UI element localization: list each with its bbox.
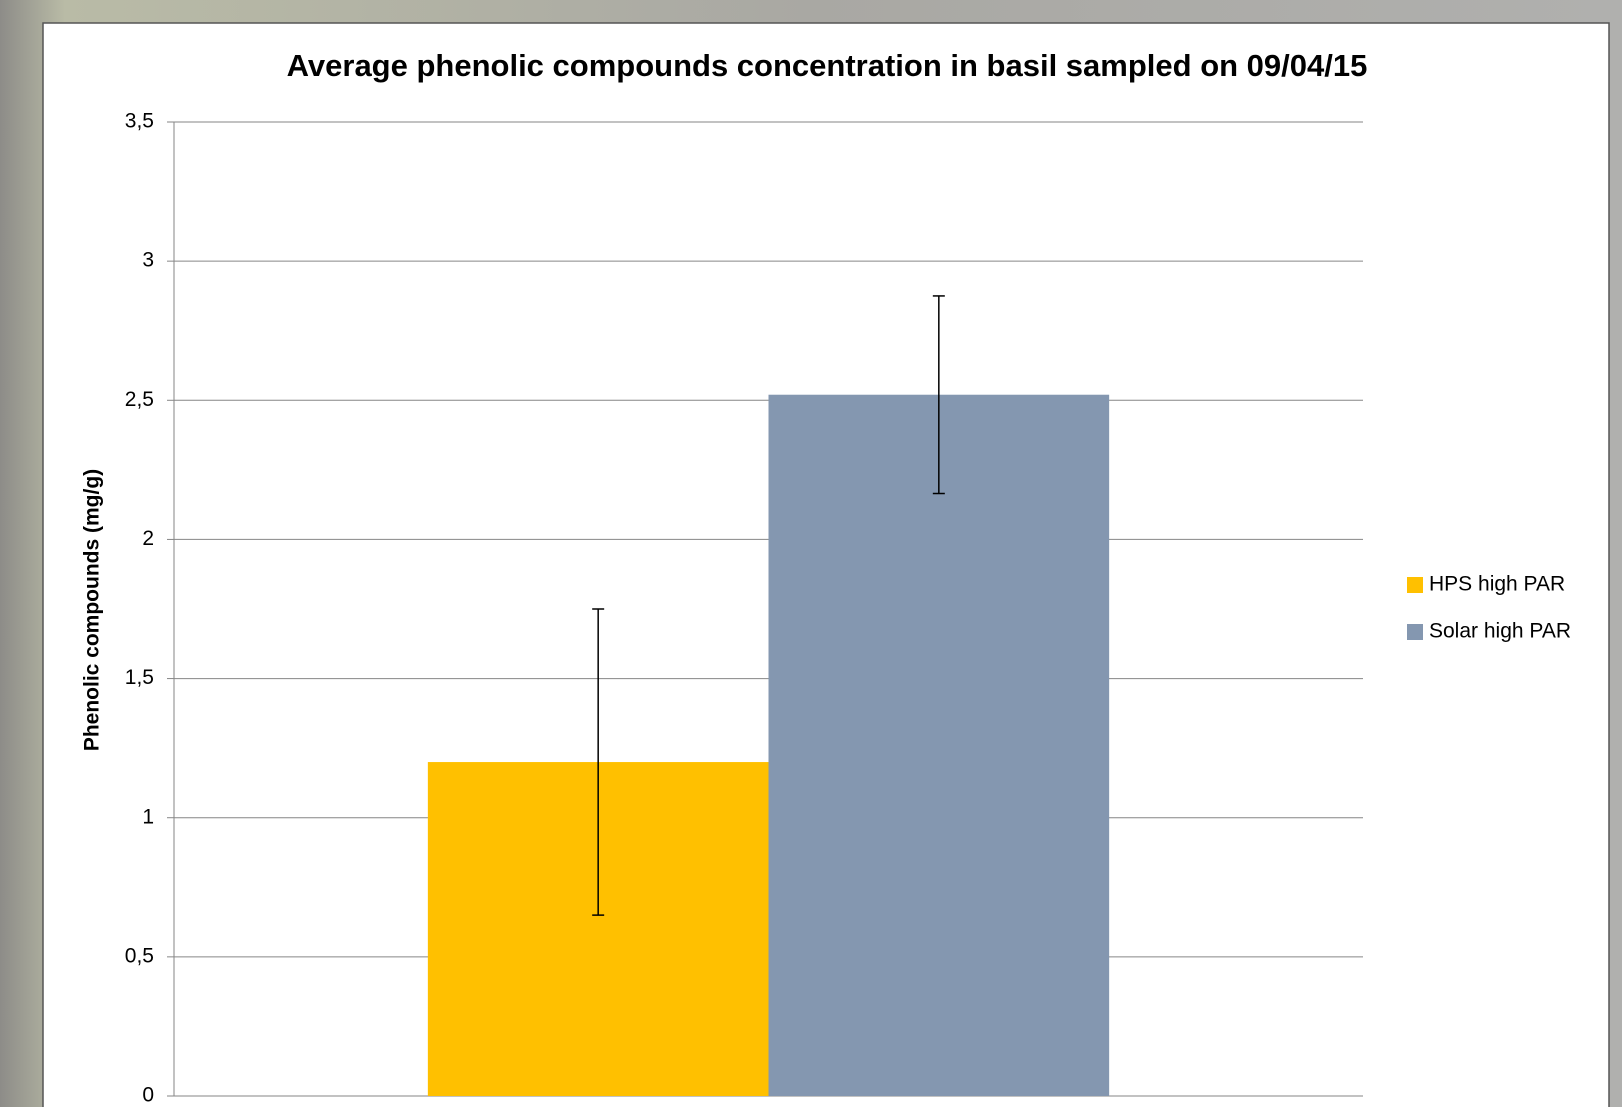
- y-tick-label: 2,5: [125, 388, 154, 411]
- legend-label: HPS high PAR: [1429, 573, 1565, 596]
- y-axis-label: Phenolic compounds (mg/g): [81, 469, 104, 751]
- y-tick-label: 3,5: [125, 110, 154, 133]
- y-tick-label: 3: [142, 249, 154, 272]
- page: Average phenolic compounds concentration…: [0, 0, 1622, 1107]
- legend-swatch: [1407, 624, 1423, 640]
- y-tick-label: 0: [142, 1084, 154, 1107]
- y-tick-label: 1,5: [125, 666, 154, 689]
- chart-title: Average phenolic compounds concentration…: [287, 48, 1368, 83]
- y-tick-label: 2: [142, 527, 154, 550]
- y-tick-label: 1: [142, 805, 154, 828]
- legend-label: Solar high PAR: [1429, 620, 1571, 643]
- bar: [769, 395, 1110, 1096]
- legend-swatch: [1407, 577, 1423, 593]
- y-tick-label: 0,5: [125, 944, 154, 967]
- chart: Average phenolic compounds concentration…: [0, 0, 1622, 1107]
